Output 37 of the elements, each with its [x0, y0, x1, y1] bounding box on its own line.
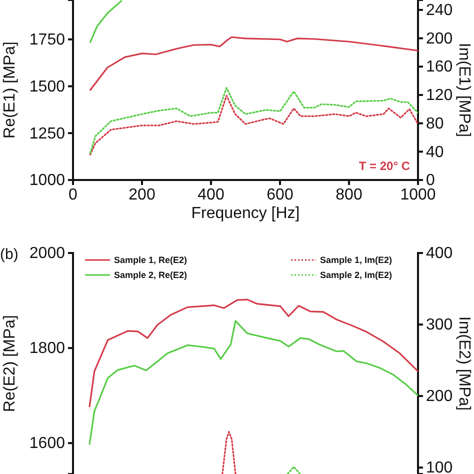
y2-tick-label: 400: [426, 245, 453, 262]
y-tick-label: 1000: [29, 172, 66, 190]
y-tick-label: 1250: [29, 125, 66, 142]
y2-tick-label: 200: [426, 388, 453, 406]
y-axis-title: Re(E1) [MPa]: [1, 42, 18, 138]
legend-label: Sample 1, Re(E2): [114, 255, 188, 266]
y2-tick-label: 200: [426, 30, 453, 48]
x-tick-label: 800: [336, 186, 362, 204]
y2-tick-label: 80: [426, 115, 444, 132]
y2-axis-title: Im(E2) [MPa]: [456, 316, 473, 411]
x-tick-label: 0: [68, 186, 78, 204]
y2-tick-label: 100: [426, 460, 453, 474]
line-series: [89, 36, 418, 91]
legend-label: Sample 2, Re(E2): [114, 270, 188, 280]
line-series: [88, 298, 418, 408]
y2-tick-label: 240: [426, 2, 453, 20]
text: (b): [0, 246, 18, 263]
legend-label: Sample 2, Im(E2): [320, 270, 392, 280]
line-series: [89, 0, 122, 43]
y2-axis-title: Im(E1) [MPa]: [456, 42, 473, 138]
y2-tick-label: 160: [426, 58, 453, 76]
y-tick-label: 1500: [29, 78, 66, 96]
x-tick-label: 600: [266, 186, 294, 204]
y2-tick-label: 40: [426, 144, 444, 161]
annotation: T = 20° C: [358, 159, 410, 173]
y2-tick-label: 300: [426, 316, 453, 334]
y-tick-label: 1800: [29, 340, 66, 358]
x-tick-label: 400: [198, 186, 224, 204]
y-tick-label: 1750: [29, 31, 66, 48]
y-tick-label: 2000: [29, 245, 66, 262]
y-axis-title: Re(E2) [MPa]: [1, 315, 18, 412]
legend-label: Sample 1, Im(E2): [320, 255, 392, 266]
y-tick-label: 1600: [29, 435, 66, 452]
line-series: [88, 320, 418, 445]
y2-tick-label: 120: [426, 87, 453, 104]
x-axis-title: Frequency [Hz]: [191, 205, 300, 222]
x-tick-label: 200: [128, 186, 156, 204]
